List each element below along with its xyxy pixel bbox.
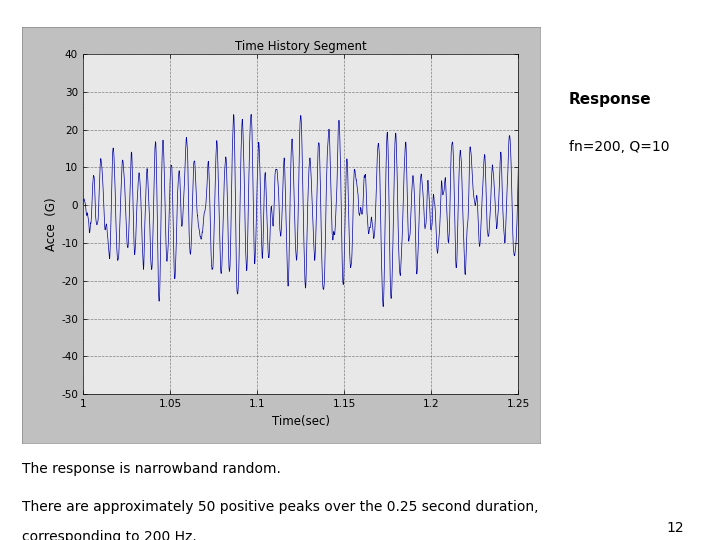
Text: 12: 12 xyxy=(667,521,684,535)
Text: There are approximately 50 positive peaks over the 0.25 second duration,: There are approximately 50 positive peak… xyxy=(22,500,538,514)
Title: Time History Segment: Time History Segment xyxy=(235,40,366,53)
X-axis label: Time(sec): Time(sec) xyxy=(271,415,330,428)
Text: The response is narrowband random.: The response is narrowband random. xyxy=(22,462,281,476)
Text: Response: Response xyxy=(569,92,652,107)
Text: corresponding to 200 Hz.: corresponding to 200 Hz. xyxy=(22,530,197,540)
Text: fn=200, Q=10: fn=200, Q=10 xyxy=(569,140,670,154)
Y-axis label: Acce  (G): Acce (G) xyxy=(45,197,58,251)
